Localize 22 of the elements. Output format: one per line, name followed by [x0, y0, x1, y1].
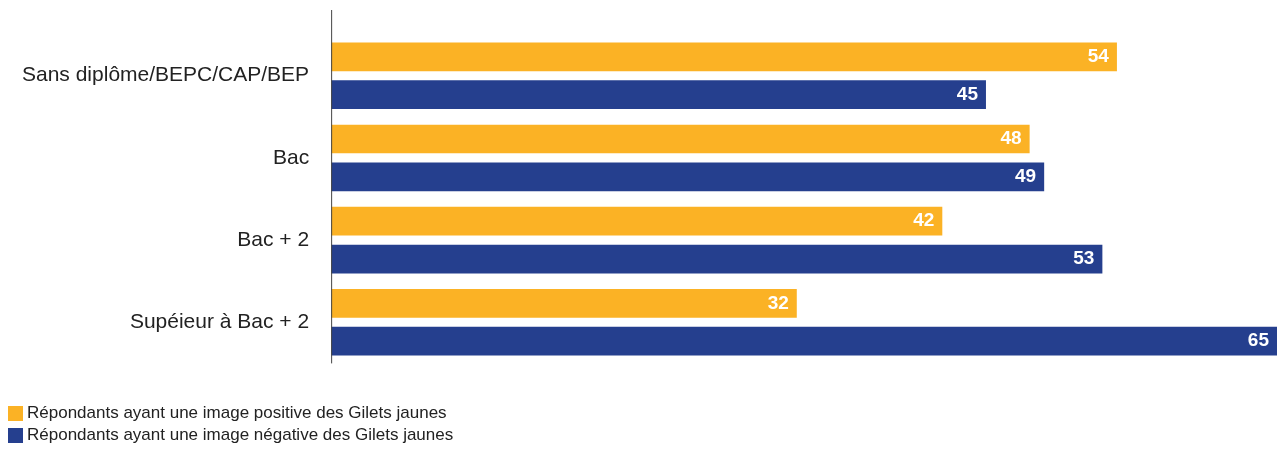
bar — [331, 80, 986, 109]
data-label: 53 — [1073, 247, 1095, 269]
data-label: 65 — [1247, 329, 1270, 351]
data-label: 45 — [956, 82, 979, 104]
bar — [331, 124, 1030, 154]
y-tick-label: Supéieur à Bac + 2 — [129, 309, 310, 333]
y-tick-label: Bac + 2 — [237, 226, 310, 250]
legend-label: Répondants ayant une image positive des Gilets jaunes — [27, 402, 447, 424]
bar — [331, 326, 1277, 356]
bar — [331, 206, 943, 236]
data-label: 49 — [1015, 165, 1037, 187]
y-tick-label: Bac — [272, 144, 310, 168]
bar — [331, 289, 797, 318]
legend-label: Répondants ayant une image négative des Gilets jaunes — [27, 424, 454, 446]
data-label: 42 — [913, 209, 935, 231]
data-label: 54 — [1087, 45, 1110, 67]
bar — [331, 244, 1103, 274]
data-label: 48 — [1000, 127, 1022, 149]
bar — [331, 162, 1045, 192]
bar — [331, 42, 1117, 72]
y-tick-label: Sans diplôme/BEPC/CAP/BEP — [21, 62, 310, 86]
data-label: 32 — [767, 291, 789, 313]
